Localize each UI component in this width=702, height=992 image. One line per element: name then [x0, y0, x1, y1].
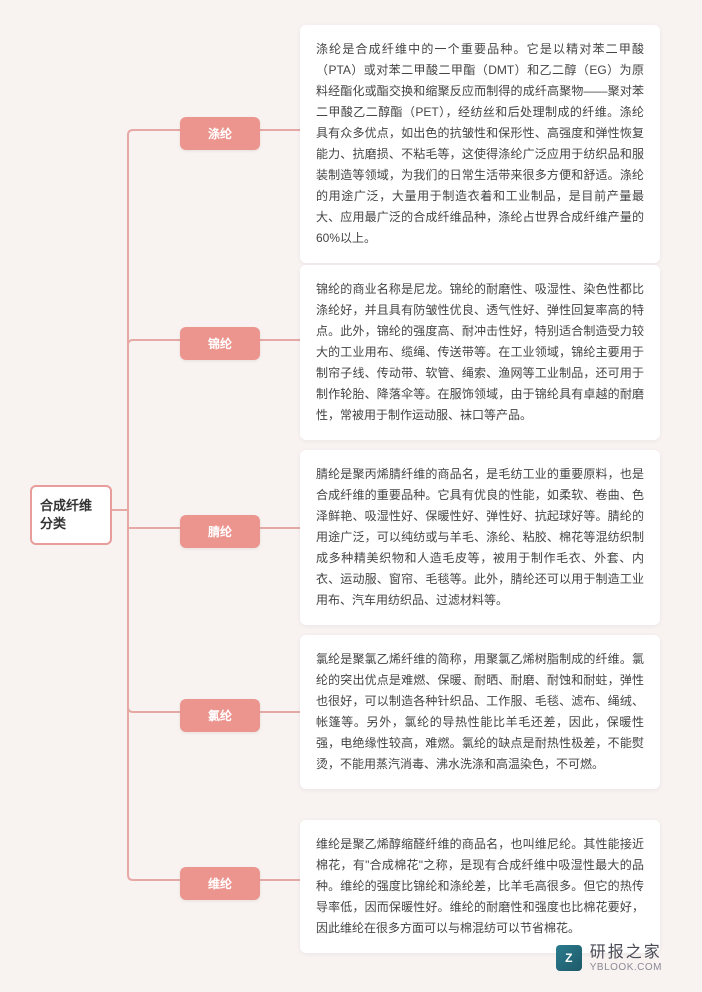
desc-node-3: 氯纶是聚氯乙烯纤维的简称，用聚氯乙烯树脂制成的纤维。氯纶的突出优点是难燃、保暖、…: [300, 635, 660, 789]
watermark: Z 研报之家 YBLOOK.COM: [556, 943, 662, 974]
watermark-title: 研报之家: [590, 943, 662, 962]
branch-node-0: 涤纶: [180, 117, 260, 150]
desc-node-0: 涤纶是合成纤维中的一个重要品种。它是以精对苯二甲酸（PTA）或对苯二甲酸二甲酯（…: [300, 25, 660, 263]
mindmap-canvas: 合成纤维分类 涤纶 锦纶 腈纶 氯纶 维纶 涤纶是合成纤维中的一个重要品种。它是…: [0, 0, 702, 992]
branch-node-4: 维纶: [180, 867, 260, 900]
watermark-subtitle: YBLOOK.COM: [590, 962, 662, 974]
branch-node-2: 腈纶: [180, 515, 260, 548]
desc-node-2: 腈纶是聚丙烯腈纤维的商品名，是毛纺工业的重要原料，也是合成纤维的重要品种。它具有…: [300, 450, 660, 625]
watermark-text: 研报之家 YBLOOK.COM: [590, 943, 662, 974]
root-node: 合成纤维分类: [30, 485, 112, 545]
desc-node-1: 锦纶的商业名称是尼龙。锦纶的耐磨性、吸湿性、染色性都比涤纶好，并且具有防皱性优良…: [300, 265, 660, 440]
branch-node-1: 锦纶: [180, 327, 260, 360]
watermark-logo: Z: [556, 945, 582, 971]
desc-node-4: 维纶是聚乙烯醇缩醛纤维的商品名，也叫维尼纶。其性能接近棉花，有"合成棉花"之称，…: [300, 820, 660, 953]
branch-node-3: 氯纶: [180, 699, 260, 732]
